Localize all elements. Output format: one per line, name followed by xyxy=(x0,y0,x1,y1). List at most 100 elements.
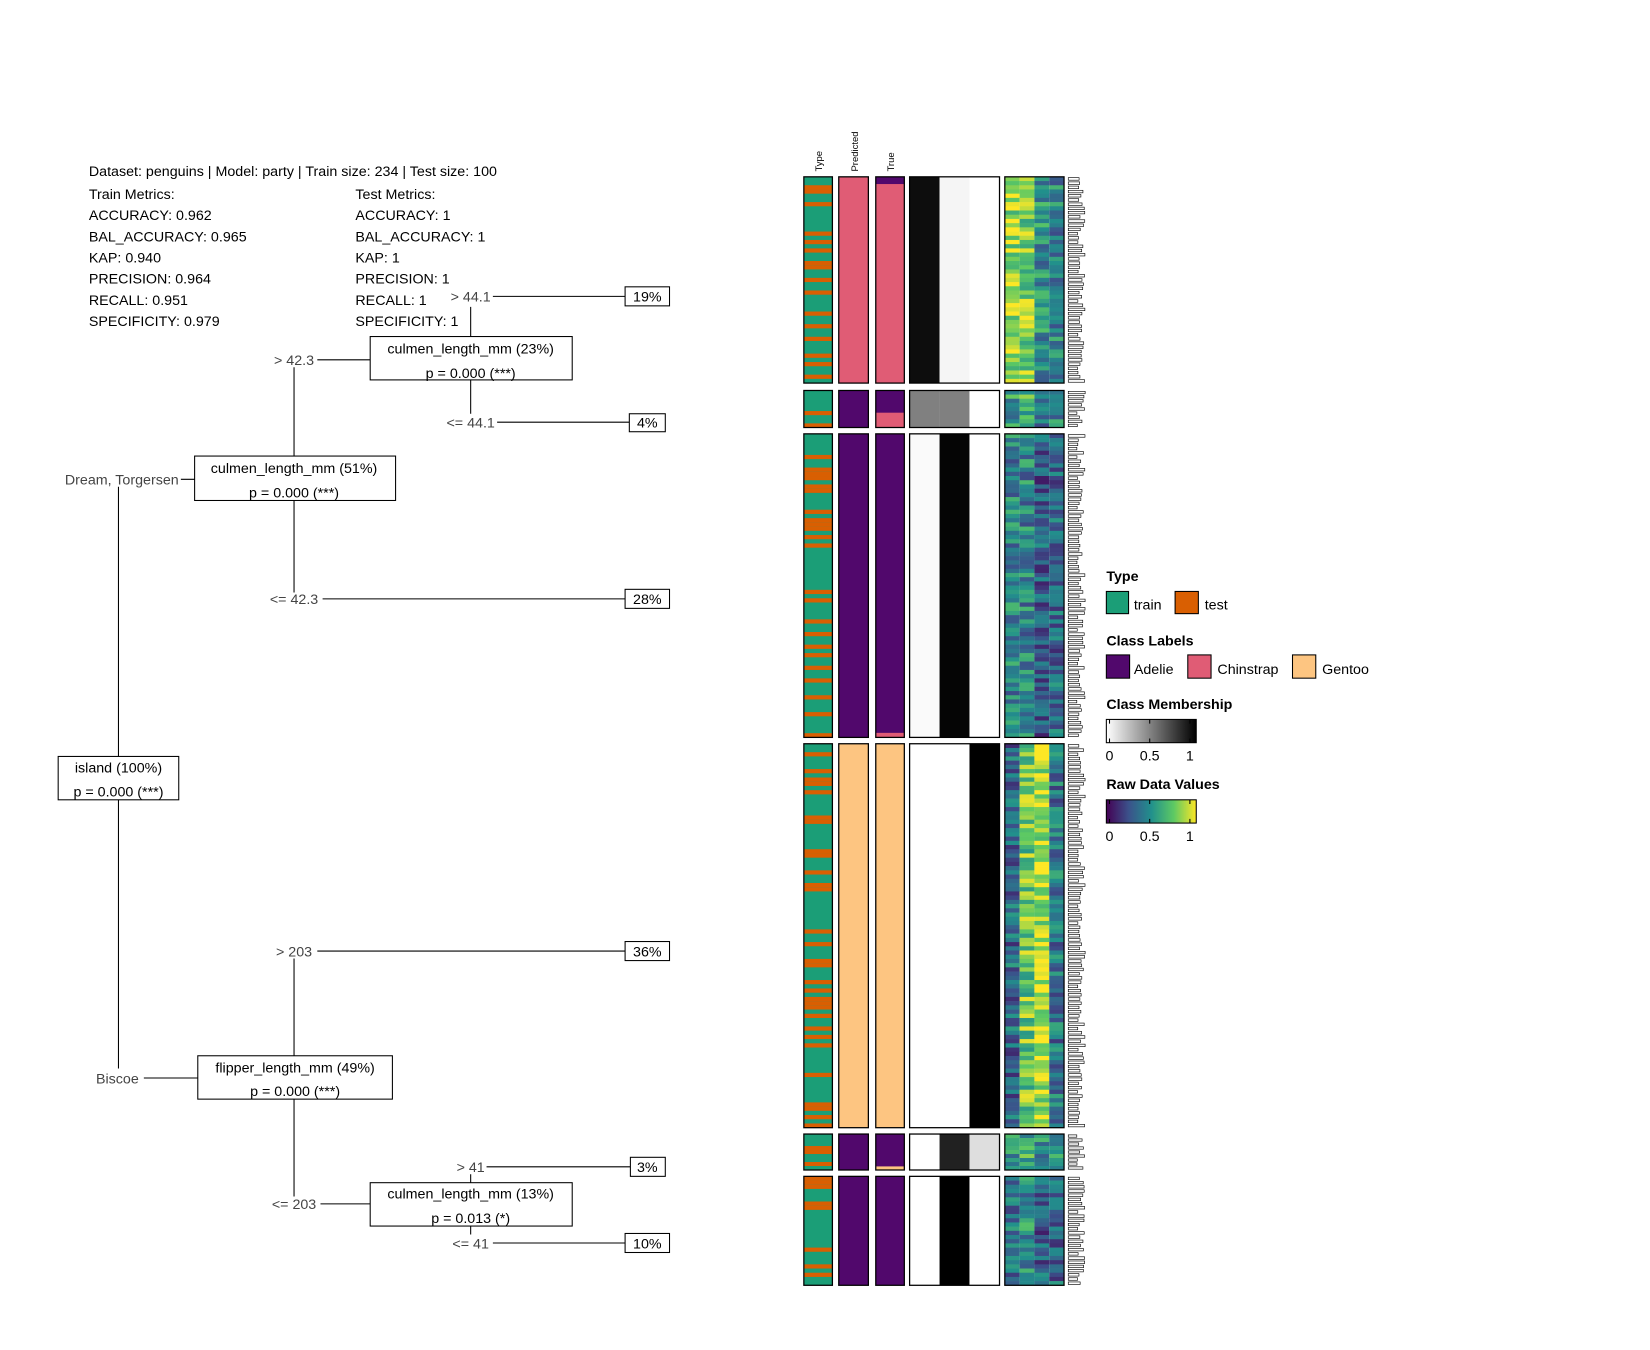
raw-value-cell xyxy=(1049,716,1065,721)
raw-value-cell xyxy=(1019,1119,1035,1124)
row-label xyxy=(1067,603,1082,607)
raw-value-cell xyxy=(1004,636,1020,641)
raw-value-cell xyxy=(1049,933,1065,939)
raw-value-cell xyxy=(1049,294,1065,300)
row-label xyxy=(1067,670,1079,674)
raw-value-cell xyxy=(1004,419,1020,424)
raw-value-cell xyxy=(1004,798,1020,804)
raw-value-cell xyxy=(1004,303,1020,308)
raw-value-cell xyxy=(1034,1142,1050,1147)
raw-value-cell xyxy=(1049,975,1065,981)
raw-value-cell xyxy=(1034,699,1050,704)
raw-value-cell xyxy=(1004,1260,1020,1265)
raw-value-cell xyxy=(1004,1098,1020,1103)
raw-value-cell xyxy=(1004,891,1020,896)
raw-value-cell xyxy=(1034,307,1050,312)
raw-value-cell xyxy=(1019,446,1035,452)
raw-value-cell xyxy=(1019,556,1035,561)
raw-value-cell xyxy=(1049,1268,1065,1274)
row-label xyxy=(1067,337,1081,341)
raw-value-cell xyxy=(1004,1154,1020,1159)
raw-value-cell xyxy=(1004,665,1020,671)
raw-value-cell xyxy=(1004,912,1020,918)
raw-value-cell xyxy=(1049,522,1065,527)
type-test-row xyxy=(803,311,833,316)
row-label xyxy=(1067,1158,1078,1162)
type-test-row xyxy=(803,1162,833,1167)
raw-value-cell xyxy=(1019,874,1035,880)
row-label xyxy=(1067,908,1080,912)
raw-value-cell xyxy=(1019,640,1035,645)
raw-value-cell xyxy=(1049,724,1065,730)
predicted-column-block xyxy=(838,1175,870,1286)
raw-value-cell xyxy=(1049,423,1065,428)
raw-value-cell xyxy=(1004,176,1020,182)
row-label xyxy=(1067,1235,1081,1239)
row-label xyxy=(1067,662,1078,666)
type-test-row xyxy=(803,467,833,472)
row-label xyxy=(1067,299,1079,303)
raw-value-cell xyxy=(1034,861,1050,867)
row-label xyxy=(1067,1018,1079,1022)
row-label xyxy=(1067,320,1080,324)
raw-value-cell xyxy=(1019,454,1035,460)
raw-value-cell xyxy=(1004,556,1020,561)
raw-value-cell xyxy=(1019,235,1035,241)
raw-value-cell xyxy=(1004,980,1020,985)
row-label xyxy=(1067,1102,1079,1107)
row-label xyxy=(1067,938,1081,942)
type-test-row xyxy=(803,324,833,329)
row-label xyxy=(1067,569,1080,573)
raw-value-cell xyxy=(1049,984,1065,989)
branch-label-biscoe: Biscoe xyxy=(96,1071,139,1087)
raw-value-cell xyxy=(1034,193,1050,199)
type-test-row xyxy=(803,189,833,194)
raw-value-cell xyxy=(1049,653,1065,658)
raw-value-cell xyxy=(1034,256,1050,262)
leaf-36: 36% xyxy=(624,941,671,962)
raw-value-cell xyxy=(1019,543,1035,548)
raw-value-cell xyxy=(1019,1247,1035,1253)
type-test-row xyxy=(803,1115,833,1120)
row-label xyxy=(1067,227,1081,232)
raw-value-cell xyxy=(1049,1022,1065,1027)
raw-value-cell xyxy=(1049,790,1065,795)
raw-value-cell xyxy=(1019,336,1035,342)
raw-value-cell xyxy=(1034,691,1050,696)
raw-value-cell xyxy=(1004,1235,1020,1240)
raw-value-cell xyxy=(1004,644,1020,650)
edge-line xyxy=(470,1166,631,1244)
true-column-block xyxy=(875,743,905,1128)
raw-value-cell xyxy=(1019,790,1035,795)
type-test-row xyxy=(803,1026,833,1031)
raw-value-cell xyxy=(1004,950,1020,956)
node-island: island (100%) p = 0.000 (***) xyxy=(57,755,180,801)
membership-cell xyxy=(969,433,1000,738)
raw-value-cell xyxy=(1034,853,1050,858)
raw-value-cell xyxy=(1034,336,1050,342)
raw-value-cell xyxy=(1034,623,1050,629)
raw-value-cell xyxy=(1004,674,1020,679)
raw-value-cell xyxy=(1049,815,1065,821)
type-test-row xyxy=(803,471,833,477)
raw-values-border xyxy=(1004,433,1065,739)
row-label xyxy=(1067,748,1084,752)
row-label xyxy=(1067,543,1081,548)
raw-value-cell xyxy=(1049,610,1065,616)
raw-value-cell xyxy=(1034,589,1050,595)
type-test-row xyxy=(803,665,833,670)
raw-value-cell xyxy=(1034,394,1050,400)
raw-value-cell xyxy=(1049,442,1065,447)
leaf-label: 19% xyxy=(633,290,662,306)
raw-value-cell xyxy=(1034,214,1050,220)
raw-value-cell xyxy=(1034,1226,1050,1232)
raw-value-cell xyxy=(1004,958,1020,964)
raw-value-cell xyxy=(1049,589,1065,595)
raw-value-cell xyxy=(1004,984,1020,989)
raw-value-cell xyxy=(1004,1005,1020,1010)
raw-value-cell xyxy=(1004,522,1020,527)
row-label xyxy=(1067,997,1081,1001)
raw-value-cell xyxy=(1034,781,1050,787)
raw-value-cell xyxy=(1004,273,1020,279)
raw-value-cell xyxy=(1049,454,1065,460)
